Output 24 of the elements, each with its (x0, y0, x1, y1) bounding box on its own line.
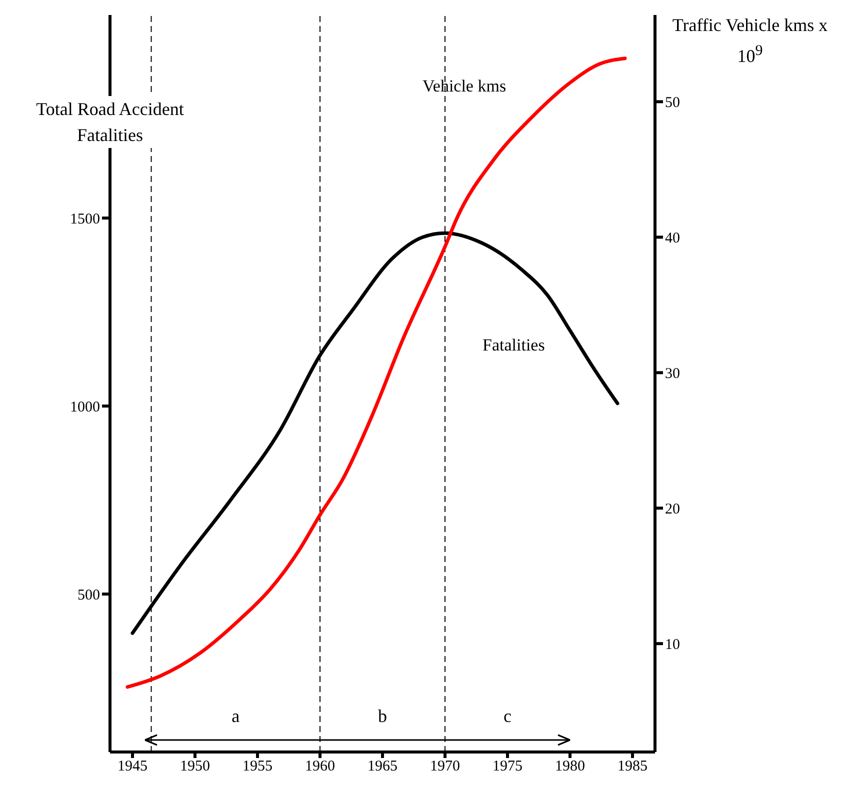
y2-tick-label: 10 (665, 636, 680, 653)
y-tick-label: 1000 (70, 399, 100, 416)
x-tick-label: 1980 (555, 758, 585, 775)
series-label: Vehicle kms (422, 76, 506, 96)
y2-axis-title: Traffic Vehicle kms x 10$^{9}$ (671, 14, 829, 68)
y2-tick-label: 40 (665, 230, 680, 247)
x-tick-label: 1985 (618, 758, 648, 775)
x-tick-label: 1950 (180, 758, 210, 775)
y2-tick-label: 30 (665, 366, 680, 382)
y2-tick-label: 50 (665, 95, 680, 112)
y-tick-label: 500 (78, 587, 100, 604)
x-tick-label: 1945 (118, 758, 148, 775)
y-tick-label: 1500 (70, 211, 100, 228)
y2-tick-label: 20 (665, 501, 680, 518)
x-tick-label: 1960 (305, 758, 335, 775)
x-tick-label: 1965 (368, 758, 398, 775)
x-tick-label: 1955 (242, 758, 272, 775)
annotation: b (377, 706, 388, 728)
x-tick-label: 1970 (430, 758, 460, 775)
annotation: c (502, 706, 512, 728)
x-tick-label: 1975 (492, 758, 522, 775)
annotation: a (230, 706, 241, 728)
y-axis-title: Total Road Accident Fatalities (18, 96, 202, 148)
series-label: Fatalities (482, 335, 545, 354)
